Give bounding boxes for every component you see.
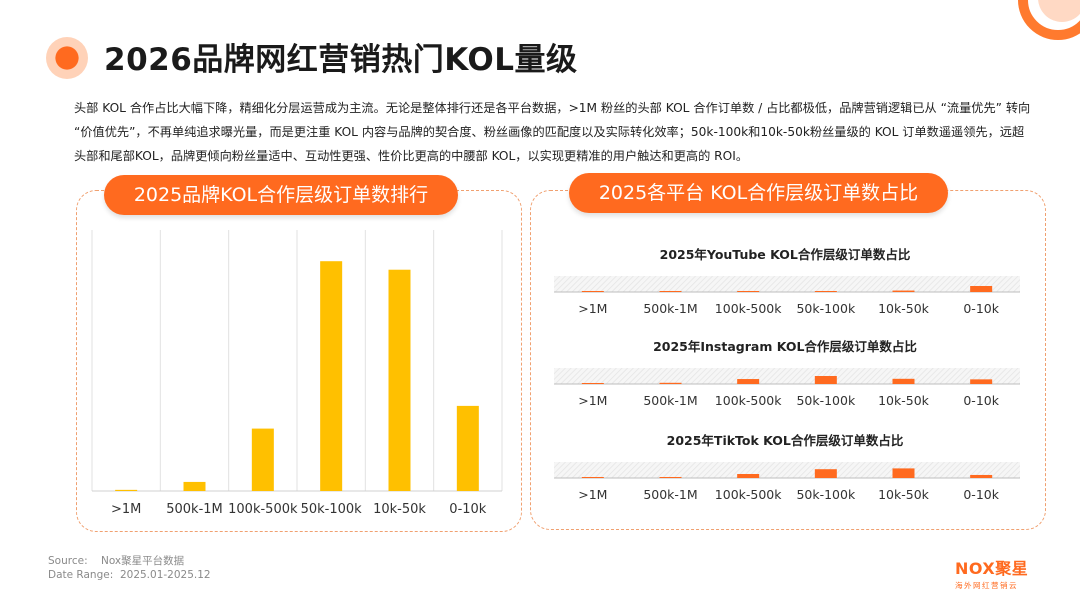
x-tick-label: 0-10k (963, 487, 999, 502)
x-tick-label: >1M (578, 393, 607, 408)
bar (892, 290, 915, 292)
band-hatch (554, 276, 1020, 292)
x-tick-label: 50k-100k (796, 301, 856, 316)
x-tick-label: 0-10k (449, 502, 487, 517)
bar (970, 379, 993, 384)
x-tick-label: 10k-50k (878, 487, 930, 502)
tiktok-chart-title: 2025年TikTok KOL合作层级订单数占比 (666, 433, 904, 448)
x-tick-label: 500k-1M (166, 502, 223, 517)
x-tick-label: 100k-500k (228, 502, 298, 517)
bar (183, 481, 206, 491)
x-tick-label: 50k-100k (796, 487, 856, 502)
date-label: Date Range: (48, 569, 114, 581)
corner-ring-icon (1010, 0, 1080, 52)
instagram-bars-svg: >1M 500k-1M 100k-500k 50k-100k 10k-50k 0-10k (554, 368, 1020, 408)
tiktok-mini-chart: 2025年TikTok KOL合作层级订单数占比 >1M 500k-1M 100k-… (550, 426, 1020, 526)
bar (581, 477, 604, 478)
x-tick-label: >1M (578, 301, 607, 316)
instagram-chart-title: 2025年Instagram KOL合作层级订单数占比 (653, 339, 917, 354)
band-hatch (554, 462, 1020, 478)
nox-logo: NOX聚星 海外网红营销云 (955, 555, 1045, 591)
x-tick-label: 10k-50k (373, 502, 426, 517)
bar (737, 474, 760, 478)
x-tick-label: 100k-500k (715, 487, 782, 502)
x-tick-label: 10k-50k (878, 301, 930, 316)
x-tick-label: 0-10k (963, 301, 999, 316)
bar (388, 269, 411, 491)
x-tick-label: 0-10k (963, 393, 999, 408)
bar (581, 383, 604, 384)
bar (892, 378, 915, 384)
kol-tier-bar-chart: >1M 500k-1M 100k-500k 50k-100k 10k-50k 0-10k (91, 230, 503, 517)
bar (737, 379, 760, 384)
bar (659, 291, 682, 292)
instagram-mini-chart: 2025年Instagram KOL合作层级订单数占比 >1M 500k-1M 10… (550, 332, 1020, 432)
x-tick-label: 50k-100k (301, 502, 363, 517)
bar (659, 382, 682, 384)
bar (814, 469, 837, 478)
bar (320, 261, 343, 491)
source-label: Source: (48, 555, 88, 567)
bar (737, 291, 760, 292)
intro-paragraph: 头部 KOL 合作占比大幅下降，精细化分层运营成为主流。无论是整体排行还是各平台… (74, 101, 1031, 163)
right-panel-title: 2025各平台 KOL合作层级订单数占比 (569, 173, 948, 213)
bar (970, 474, 993, 478)
source-value: Nox聚星平台数据 (100, 555, 185, 567)
x-tick-label: 100k-500k (715, 301, 782, 316)
bar (659, 477, 682, 478)
x-tick-label: 50k-100k (796, 393, 856, 408)
logo-tagline: 海外网红营销云 (955, 581, 1018, 590)
x-tick-label: 500k-1M (643, 487, 697, 502)
x-tick-label: 500k-1M (643, 301, 697, 316)
bar (970, 286, 993, 292)
x-tick-label: 10k-50k (878, 393, 930, 408)
tiktok-bars-svg: >1M 500k-1M 100k-500k 50k-100k 10k-50k 0-10k (554, 462, 1020, 502)
x-tick-label: 500k-1M (643, 393, 697, 408)
x-tick-label: 100k-500k (715, 393, 782, 408)
bar (814, 376, 837, 384)
date-value: 2025.01-2025.12 (119, 569, 211, 581)
left-panel-title: 2025品牌KOL合作层级订单数排行 (104, 175, 458, 215)
footer-source: Source: Nox聚星平台数据 Date Range: 2025.01-20… (48, 554, 211, 582)
youtube-mini-chart: 2025年YouTube KOL合作层级订单数占比 >1M 500k-1M 100k… (550, 240, 1020, 340)
band-hatch (554, 368, 1020, 384)
x-tick-label: >1M (111, 502, 141, 517)
bar (456, 405, 479, 491)
bar (115, 489, 138, 491)
bar (814, 291, 837, 292)
x-tick-label: >1M (578, 487, 607, 502)
page-title: 2026品牌网红营销热门KOL量级 (104, 42, 578, 78)
youtube-chart-title: 2025年YouTube KOL合作层级订单数占比 (659, 247, 911, 262)
title-dot-icon (46, 37, 88, 79)
logo-name: NOX聚星 (955, 559, 1029, 578)
bar (251, 428, 274, 491)
bar (581, 291, 604, 292)
bar (892, 468, 915, 478)
youtube-bars-svg: >1M 500k-1M 100k-500k 50k-100k 10k-50k 0-10k (554, 276, 1020, 316)
